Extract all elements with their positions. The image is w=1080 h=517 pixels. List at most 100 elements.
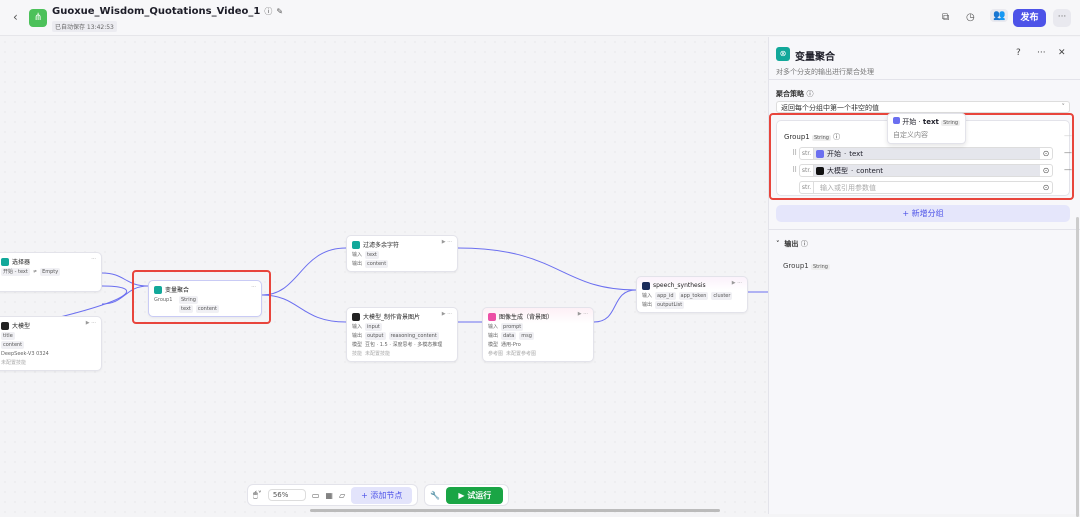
- more-icon[interactable]: ···: [1037, 48, 1046, 58]
- group-name: Group1: [784, 133, 810, 141]
- aggregate-icon: ⊗: [776, 47, 790, 61]
- variable-row[interactable]: str. 开始 · text ⊙: [799, 147, 1053, 160]
- drag-handle-icon[interactable]: ⠿: [792, 149, 798, 157]
- top-bar: ‹ ⋔ Guoxue_Wisdom_Quotations_Video_1 ⓘ ✎…: [0, 0, 1080, 36]
- tooltip-desc: 自定义内容: [893, 131, 928, 139]
- layout-icon[interactable]: ▦: [325, 490, 333, 500]
- toolbar-group: 🖱˅ 56% ▭ ▦ ▱ + 添加节点 🔧 ▶ 试运行: [247, 484, 510, 506]
- target-icon[interactable]: ⊙: [1042, 149, 1050, 158]
- strategy-select[interactable]: 返回每个分组中第一个非空的值 ˅: [776, 101, 1070, 113]
- target-icon[interactable]: ⊙: [1042, 166, 1050, 175]
- run-more-icon[interactable]: ▶ ···: [85, 320, 96, 326]
- label: 模型: [488, 342, 499, 348]
- input-var: prompt: [501, 323, 524, 331]
- label: 输入: [352, 252, 363, 258]
- condition-op: ≠: [32, 269, 38, 275]
- close-icon[interactable]: ✕: [1058, 48, 1066, 58]
- drag-handle-icon[interactable]: ⠿: [792, 166, 798, 174]
- debug-icon[interactable]: 🔧: [430, 490, 441, 500]
- output-var: content: [365, 260, 389, 268]
- info-icon[interactable]: ⓘ: [264, 7, 273, 16]
- input-var: text: [365, 251, 379, 259]
- output-var: msg: [519, 332, 534, 340]
- remove-variable-icon[interactable]: —: [1064, 165, 1072, 174]
- workflow-title: Guoxue_Wisdom_Quotations_Video_1: [52, 6, 261, 17]
- var-source: 开始: [827, 149, 841, 158]
- label: 输出: [352, 261, 363, 267]
- add-group-button[interactable]: + 新增分组: [776, 205, 1070, 222]
- label: 输入: [352, 324, 363, 330]
- autosave-status: 已自动保存 13:42:53: [52, 21, 117, 32]
- run-more-icon[interactable]: ▶ ···: [441, 239, 452, 245]
- info-icon: ⓘ: [806, 90, 814, 98]
- input-var: input: [365, 323, 382, 331]
- run-toolbar: 🔧 ▶ 试运行: [424, 484, 510, 506]
- canvas-toolbar: 🖱˅ 56% ▭ ▦ ▱ + 添加节点: [247, 484, 419, 506]
- workflow-canvas[interactable]: 选择器 开始 - text ≠ Empty ··· 大模型 title conten…: [0, 37, 768, 514]
- node-title: 过滤多余字符: [363, 242, 400, 249]
- node-selector[interactable]: 选择器 开始 - text ≠ Empty ···: [0, 252, 102, 292]
- panel-scrollbar[interactable]: [1076, 217, 1079, 517]
- panel-title: 变量聚合: [795, 52, 835, 63]
- output-var: title: [1, 332, 15, 340]
- model-name: 豆包 · 1.5 · 深度思考 · 多模态推理: [365, 342, 443, 348]
- minimap-icon[interactable]: ▱: [338, 490, 346, 500]
- output-type: String: [811, 264, 830, 270]
- group-var: text: [179, 305, 193, 313]
- title-row: Guoxue_Wisdom_Quotations_Video_1 ⓘ ✎: [52, 6, 283, 17]
- var-source: 大模型: [827, 166, 848, 175]
- zoom-select[interactable]: 56%: [267, 489, 306, 501]
- mouse-mode-icon[interactable]: 🖱˅: [253, 490, 262, 499]
- horizontal-scrollbar[interactable]: [310, 509, 720, 512]
- back-button[interactable]: ‹: [13, 10, 18, 24]
- tooltip-source: 开始: [902, 118, 917, 126]
- edit-icon[interactable]: ✎: [276, 7, 284, 16]
- run-more-icon[interactable]: ▶ ···: [441, 311, 452, 317]
- strategy-value: 返回每个分组中第一个非空的值: [781, 104, 879, 112]
- variable-tooltip: 开始 · text String 自定义内容: [887, 113, 967, 144]
- edge: [101, 285, 149, 305]
- run-more-icon[interactable]: ▶ ···: [731, 280, 742, 286]
- comment-icon[interactable]: ▭: [311, 490, 320, 500]
- node-title: 选择器: [12, 259, 31, 266]
- variable-row[interactable]: str. 大模型 · content ⊙: [799, 164, 1053, 177]
- strategy-label: 聚合策略: [776, 90, 804, 98]
- node-image-generation[interactable]: 图像生成（背景图） 输入 prompt 输出 data msg 模型 通用-Pro 参考…: [482, 307, 594, 362]
- new-variable-input[interactable]: str. 输入或引用参数值 ⊙: [799, 181, 1053, 194]
- node-filter[interactable]: 过滤多余字符 输入 text 输出 content ▶ ···: [346, 235, 458, 272]
- highlight-box: [132, 270, 271, 324]
- tooltip-field: text: [922, 118, 939, 126]
- node-aggregate[interactable]: 变量聚合 Group1 String text content ···: [148, 280, 262, 317]
- collaborators-icon[interactable]: 👥: [990, 9, 1009, 22]
- add-node-button[interactable]: + 添加节点: [351, 486, 413, 504]
- node-llm-background[interactable]: 大模型_制作背景图片 输入 input 输出 output reasoning_con…: [346, 307, 458, 362]
- publish-button[interactable]: 发布: [1013, 9, 1046, 27]
- edge: [593, 289, 637, 323]
- copy-icon[interactable]: ⧉: [942, 12, 950, 23]
- label: 模型: [352, 342, 363, 348]
- label: 输出: [488, 333, 499, 339]
- label: 参考图: [488, 351, 504, 357]
- group-type: String: [179, 296, 198, 304]
- more-icon[interactable]: ···: [251, 284, 256, 290]
- node-llm[interactable]: 大模型 title content DeepSeek-V3 0324 未配置技能…: [0, 316, 102, 371]
- more-button[interactable]: ···: [1053, 9, 1071, 27]
- target-icon[interactable]: ⊙: [1042, 183, 1050, 192]
- group-card: Group1 String ⓘ — ⠿ str. 开始 · text ⊙ — ⠿ s…: [776, 120, 1072, 196]
- label: 输出: [642, 302, 653, 308]
- chevron-down-icon[interactable]: ˅: [776, 240, 780, 248]
- panel-description: 对多个分支的输出进行聚合处理: [776, 68, 874, 76]
- node-title: speech_synthesis: [653, 282, 706, 289]
- skill-status: 未配置技能: [1, 360, 27, 366]
- llm-node-icon: [816, 166, 824, 175]
- history-icon[interactable]: ◷: [966, 12, 975, 23]
- node-speech-synthesis[interactable]: speech_synthesis 输入 app_id app_token cluste…: [636, 276, 748, 313]
- type-prefix: str.: [800, 182, 814, 193]
- help-icon[interactable]: ?: [1016, 48, 1021, 58]
- more-icon[interactable]: ···: [91, 256, 96, 262]
- remove-variable-icon[interactable]: —: [1064, 148, 1072, 157]
- skill-status: 未配置技能: [365, 351, 391, 357]
- test-run-button[interactable]: ▶ 试运行: [446, 486, 504, 504]
- remove-group-icon[interactable]: —: [1064, 131, 1072, 140]
- run-more-icon[interactable]: ▶ ···: [577, 311, 588, 317]
